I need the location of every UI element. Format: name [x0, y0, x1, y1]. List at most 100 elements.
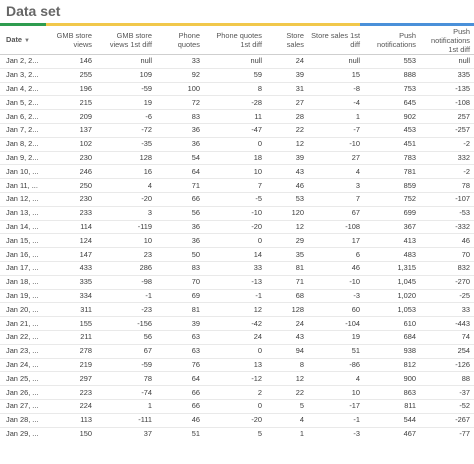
value-cell: 1,053	[364, 302, 420, 318]
value-cell: 33	[420, 302, 474, 318]
value-cell: 50	[156, 247, 204, 262]
date-cell: Jan 10, ...	[0, 164, 48, 180]
value-cell: 53	[266, 192, 308, 207]
value-cell: 1,045	[364, 275, 420, 290]
value-cell: -443	[420, 316, 474, 331]
value-cell: 63	[156, 344, 204, 359]
value-cell: 215	[48, 95, 96, 111]
value-cell: 4	[308, 164, 364, 180]
value-cell: -267	[420, 413, 474, 428]
value-cell: 56	[96, 330, 156, 345]
value-cell: 102	[48, 137, 96, 152]
table-row: Jan 11, ... 250 4 71 7 46 3 859 78	[0, 178, 474, 193]
value-cell: 33	[156, 54, 204, 69]
value-cell: 900	[364, 371, 420, 387]
date-cell: Jan 25, ...	[0, 371, 48, 387]
value-cell: null	[308, 54, 364, 69]
value-cell: 150	[79, 428, 92, 438]
value-cell: 14	[204, 247, 266, 262]
value-cell: 100	[156, 82, 204, 97]
date-cell: Jan 19, ...	[0, 289, 48, 304]
value-cell: 483	[364, 247, 420, 262]
date-cell: Jan 28, ...	[0, 413, 48, 428]
value-cell: 1	[96, 399, 156, 414]
date-cell: Jan 16, ...	[0, 247, 48, 262]
value-cell: 114	[48, 220, 96, 235]
value-cell: 753	[364, 82, 420, 97]
value-cell: 7	[308, 192, 364, 207]
page-title: Data set	[6, 3, 61, 19]
value-cell: 69	[156, 289, 204, 304]
column-header-gmb-store-views[interactable]: GMB store views	[48, 26, 96, 55]
column-header-date[interactable]: Date ▼	[0, 26, 48, 55]
column-header-store-sales-1st-diff[interactable]: Store sales 1st diff	[308, 26, 364, 55]
date-cell: Jan 21, ...	[0, 316, 48, 331]
value-cell: 250	[48, 178, 96, 193]
column-header-push-notifications-1st-diff[interactable]: Push notifications 1st diff	[420, 26, 474, 55]
date-cell: Jan 14, ...	[0, 220, 48, 235]
date-cell: Jan 26, ...	[0, 385, 48, 400]
column-header-gmb-store-views-1st-diff[interactable]: GMB store views 1st diff	[96, 26, 156, 55]
value-cell: 137	[48, 123, 96, 138]
value-cell: 12	[266, 137, 308, 152]
value-cell: 1	[299, 428, 304, 438]
date-cell: Jan 17, ...	[0, 261, 48, 276]
table-row: Jan 6, 2... 209 -6 83 11 28 1 902 257	[0, 109, 474, 124]
value-cell: 78	[420, 178, 474, 193]
column-header-phone-quotes-1st-diff[interactable]: Phone quotes 1st diff	[204, 26, 266, 55]
value-cell: 81	[266, 261, 308, 276]
table-row: Jan 20, ... 311 -23 81 12 128 60 1,053 33	[0, 302, 474, 318]
value-cell: 311	[48, 302, 96, 318]
value-cell: 37	[143, 428, 152, 438]
value-cell: null	[96, 54, 156, 69]
value-cell: 224	[48, 399, 96, 414]
date-cell: Jan 20, ...	[0, 302, 48, 318]
value-cell: 33	[204, 261, 266, 276]
value-cell: 66	[156, 192, 204, 207]
value-cell: -98	[96, 275, 156, 290]
table-row: Jan 12, ... 230 -20 66 -5 53 7 752 -107	[0, 192, 474, 207]
value-cell: 196	[48, 82, 96, 97]
column-header-label: Date	[6, 34, 23, 44]
value-cell: 19	[308, 330, 364, 345]
value-cell: -59	[96, 82, 156, 97]
value-cell: -35	[96, 137, 156, 152]
value-cell: 59	[204, 68, 266, 83]
value-cell: 811	[364, 399, 420, 414]
value-cell: -126	[420, 358, 474, 373]
table-row: Jan 3, 2... 255 109 92 59 39 15 888 335	[0, 68, 474, 83]
value-cell: 255	[48, 68, 96, 83]
table-row: Jan 26, ... 223 -74 66 2 22 10 863 -37	[0, 385, 474, 400]
value-cell: 39	[156, 316, 204, 331]
date-cell: Jan 7, 2...	[0, 123, 48, 138]
table-row: Jan 16, ... 147 23 50 14 35 6 483 70	[0, 247, 474, 262]
table-row: Jan 25, ... 297 78 64 -12 12 4 900 88	[0, 371, 474, 387]
value-cell: -10	[308, 275, 364, 290]
value-cell: 5	[257, 428, 262, 438]
value-cell: -108	[308, 220, 364, 235]
value-cell: 66	[156, 399, 204, 414]
value-cell: -107	[420, 192, 474, 207]
date-cell: Jan 12, ...	[0, 192, 48, 207]
column-header-phone-quotes[interactable]: Phone quotes	[156, 26, 204, 55]
value-cell: -72	[96, 123, 156, 138]
value-cell: 29	[266, 233, 308, 249]
value-cell: -86	[308, 358, 364, 373]
value-cell: 3	[96, 206, 156, 221]
value-cell: 27	[266, 95, 308, 111]
table-row: Jan 4, 2... 196 -59 100 8 31 -8 753 -135	[0, 82, 474, 97]
column-header-push-notifications[interactable]: Push notifications	[364, 26, 420, 55]
value-cell: 39	[266, 68, 308, 83]
value-cell: 1,315	[364, 261, 420, 276]
table-row: Jan 23, ... 278 67 63 0 94 51 938 254	[0, 344, 474, 359]
column-header-store-sales[interactable]: Store sales	[266, 26, 308, 55]
sort-down-icon[interactable]: ▼	[24, 37, 30, 44]
value-cell: 8	[204, 82, 266, 97]
value-cell: 938	[364, 344, 420, 359]
date-cell: Jan 6, 2...	[0, 109, 48, 124]
table-row: Jan 15, ... 124 10 36 0 29 17 413 46	[0, 233, 474, 249]
value-cell: 64	[156, 164, 204, 180]
value-cell: -1	[204, 289, 266, 304]
value-cell: -104	[308, 316, 364, 331]
value-cell: -28	[204, 95, 266, 111]
